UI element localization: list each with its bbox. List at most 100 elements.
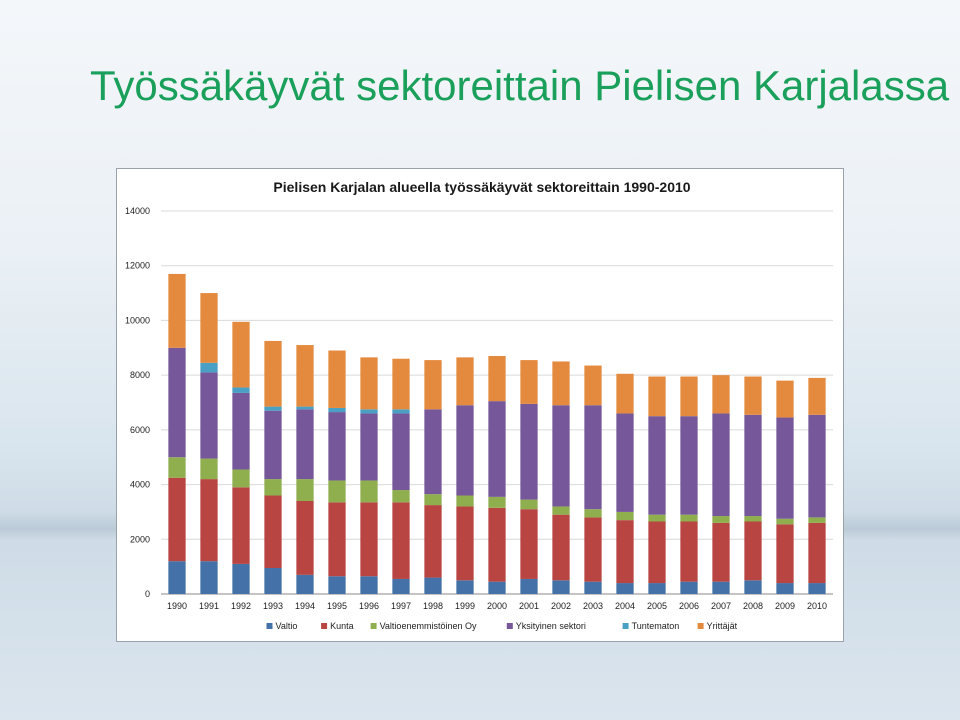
bar-segment-4 — [808, 414, 826, 518]
bar-segment-2 — [712, 522, 730, 582]
bar-segment-6 — [360, 357, 378, 410]
bar-stack-2007 — [712, 375, 730, 594]
bar-segment-1 — [200, 561, 218, 594]
bar-segment-3 — [456, 495, 474, 507]
bar-segment-6 — [776, 380, 794, 418]
bar-segment-4 — [648, 416, 666, 515]
bar-segment-4 — [232, 392, 250, 470]
bar-segment-2 — [392, 502, 410, 579]
bar-segment-5 — [392, 409, 410, 414]
bar-stack-2009 — [776, 380, 794, 594]
x-tick-label: 2002 — [551, 601, 571, 611]
x-tick-label: 2009 — [775, 601, 795, 611]
bar-segment-1 — [616, 583, 634, 594]
bar-segment-6 — [296, 345, 314, 407]
bar-segment-3 — [712, 516, 730, 523]
bar-segment-6 — [200, 293, 218, 363]
bar-segment-2 — [776, 524, 794, 584]
bar-stack-1995 — [328, 350, 346, 594]
bar-segment-3 — [200, 458, 218, 480]
bar-segment-6 — [264, 340, 282, 407]
bar-segment-6 — [744, 376, 762, 415]
bar-stack-2008 — [744, 376, 762, 594]
legend-label: Valtioenemmistöinen Oy — [380, 621, 477, 631]
bar-segment-6 — [680, 376, 698, 417]
bar-segment-4 — [264, 410, 282, 480]
bar-stack-2010 — [808, 377, 826, 594]
bar-segment-1 — [488, 581, 506, 594]
legend-swatch — [506, 623, 513, 629]
bar-segment-3 — [232, 469, 250, 488]
bar-segment-2 — [520, 509, 538, 579]
bar-segment-4 — [360, 413, 378, 481]
bar-stack-1993 — [264, 340, 282, 594]
bar-segment-6 — [520, 360, 538, 404]
bar-segment-6 — [552, 361, 570, 406]
bar-segment-6 — [392, 358, 410, 410]
bar-segment-2 — [296, 500, 314, 575]
bar-segment-2 — [616, 520, 634, 584]
bar-segment-6 — [488, 355, 506, 402]
legend-item: Kunta — [321, 621, 354, 631]
bar-stack-2003 — [584, 365, 602, 594]
bar-segment-1 — [392, 578, 410, 594]
bar-segment-2 — [168, 477, 186, 562]
bar-segment-2 — [264, 495, 282, 569]
slide-title: Työssäkäyvät sektoreittain Pielisen Karj… — [90, 62, 950, 109]
bar-segment-5 — [328, 407, 346, 413]
bar-segment-4 — [200, 372, 218, 459]
legend-label: Kunta — [330, 621, 354, 631]
legend-label: Valtio — [276, 621, 298, 631]
bar-segment-2 — [360, 502, 378, 577]
x-axis-ticks: 1990 1991 1992 1993 1994 1995 1996 1997 1998 1999… — [167, 601, 827, 611]
bar-segment-1 — [776, 583, 794, 594]
x-tick-label: 1992 — [231, 601, 251, 611]
bar-segment-4 — [328, 412, 346, 481]
bar-segment-1 — [232, 563, 250, 594]
bar-segment-3 — [808, 517, 826, 523]
chart-title: Pielisen Karjalan alueella työssäkäyvät … — [273, 179, 690, 195]
bar-segment-4 — [744, 414, 762, 517]
bar-segment-5 — [200, 362, 218, 373]
bar-segment-1 — [680, 581, 698, 594]
legend-label: Yksityinen sektori — [516, 621, 586, 631]
legend-label: Tuntematon — [632, 621, 680, 631]
bar-segment-1 — [744, 580, 762, 594]
bar-segment-1 — [584, 581, 602, 594]
bar-stack-1999 — [456, 357, 474, 594]
x-tick-label: 2005 — [647, 601, 667, 611]
y-tick-label: 12000 — [125, 261, 150, 271]
legend-item: Valtio — [266, 621, 298, 631]
x-tick-label: 2001 — [519, 601, 539, 611]
bar-segment-1 — [808, 583, 826, 594]
bar-segment-6 — [232, 321, 250, 388]
legend-item: Valtioenemmistöinen Oy — [370, 621, 477, 631]
bar-segment-5 — [264, 406, 282, 411]
x-tick-label: 1997 — [391, 601, 411, 611]
bar-segment-1 — [552, 580, 570, 594]
stacked-bar-chart: Pielisen Karjalan alueella työssäkäyvät … — [125, 179, 833, 631]
bar-stack-2006 — [680, 376, 698, 594]
y-tick-label: 14000 — [125, 206, 150, 216]
bar-segment-5 — [360, 409, 378, 414]
x-tick-label: 1996 — [359, 601, 379, 611]
bar-segment-2 — [232, 487, 250, 564]
y-tick-label: 4000 — [130, 480, 150, 490]
bar-segment-1 — [648, 583, 666, 594]
bar-segment-1 — [712, 581, 730, 594]
x-tick-label: 1999 — [455, 601, 475, 611]
legend-swatch — [622, 623, 629, 629]
legend-item: Yksityinen sektori — [506, 621, 586, 631]
bar-segment-2 — [552, 514, 570, 581]
x-tick-label: 1998 — [423, 601, 443, 611]
bar-stack-2004 — [616, 373, 634, 594]
bar-stack-2001 — [520, 360, 538, 594]
bar-segment-1 — [264, 568, 282, 594]
x-tick-label: 1991 — [199, 601, 219, 611]
legend-item: Yrittäjät — [697, 621, 738, 631]
bar-segment-4 — [520, 403, 538, 500]
x-tick-label: 1993 — [263, 601, 283, 611]
legend-swatch — [370, 623, 377, 629]
bar-stack-1992 — [232, 321, 250, 594]
bar-segment-3 — [296, 479, 314, 501]
